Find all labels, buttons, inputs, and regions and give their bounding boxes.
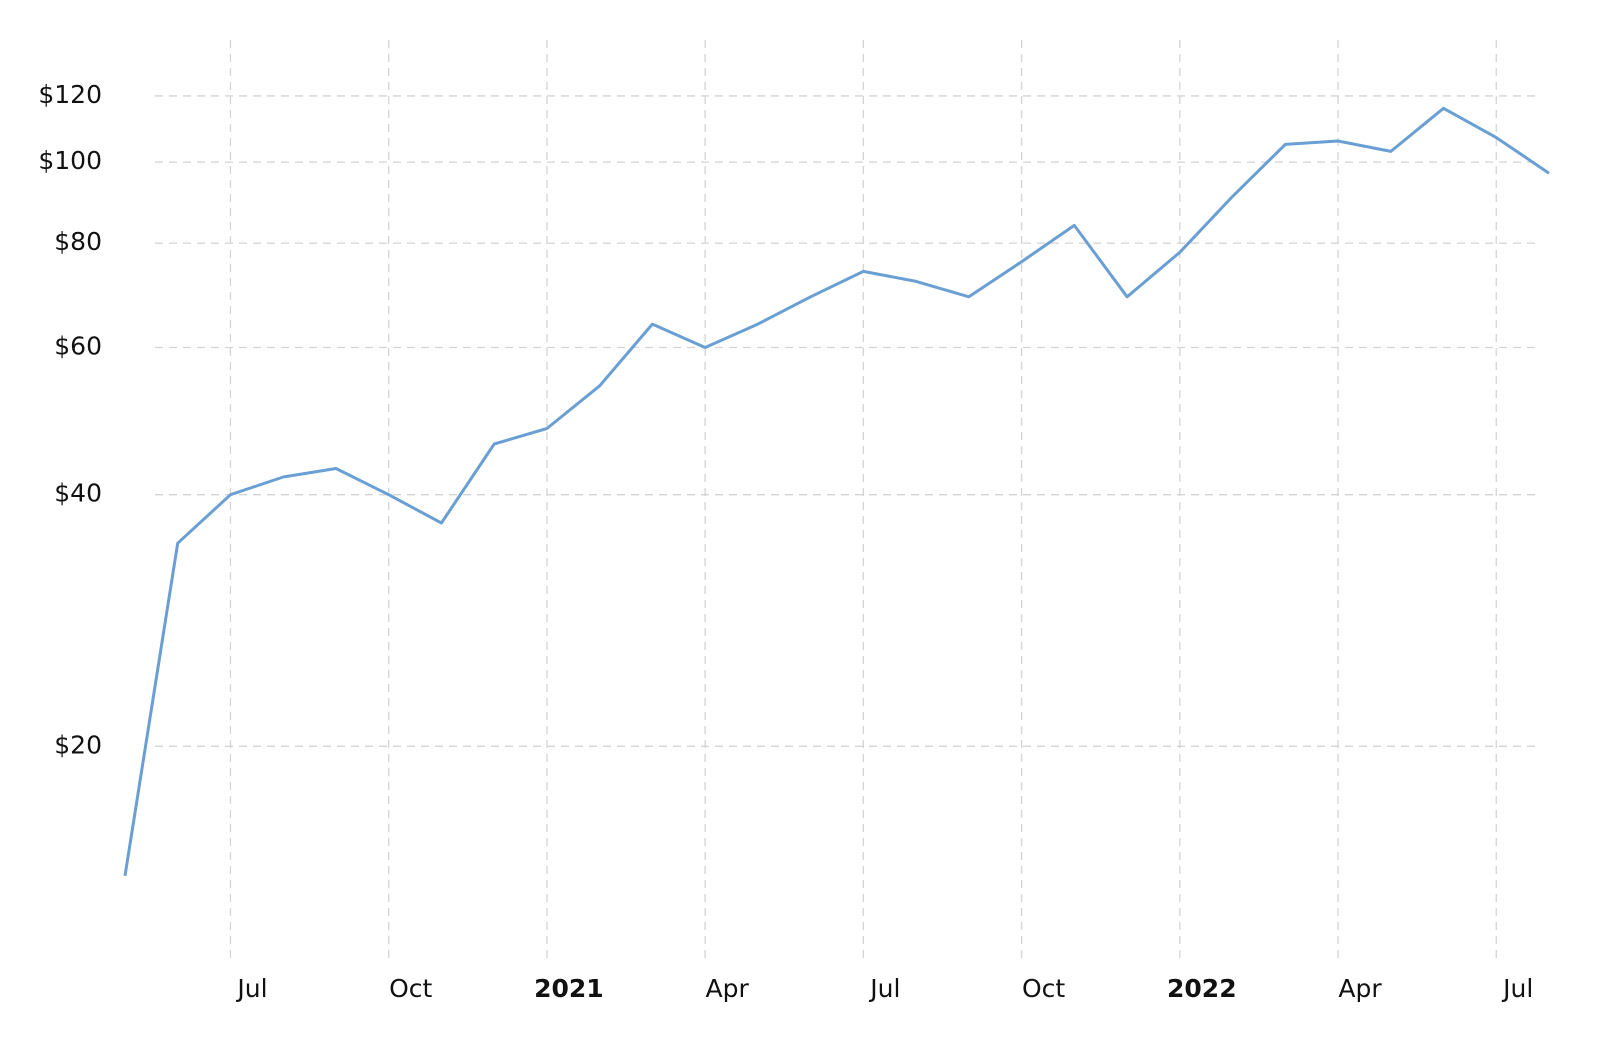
y-tick-label: $100	[38, 146, 102, 175]
y-tick-label: $40	[54, 479, 102, 508]
y-tick-label: $60	[54, 332, 102, 361]
x-tick-label: Jul	[868, 974, 900, 1003]
x-tick-label: Oct	[389, 974, 432, 1003]
price-line	[123, 106, 1550, 877]
x-tick-label: 2021	[534, 974, 604, 1003]
y-tick-label: $120	[38, 80, 102, 109]
x-tick-label: Apr	[1338, 974, 1382, 1003]
x-tick-label: Jul	[235, 974, 267, 1003]
y-tick-label: $80	[54, 227, 102, 256]
x-tick-label: Oct	[1022, 974, 1065, 1003]
x-tick-label: 2022	[1167, 974, 1237, 1003]
y-tick-label: $20	[54, 730, 102, 759]
x-tick-label: Apr	[706, 974, 750, 1003]
x-tick-label: Jul	[1501, 974, 1533, 1003]
